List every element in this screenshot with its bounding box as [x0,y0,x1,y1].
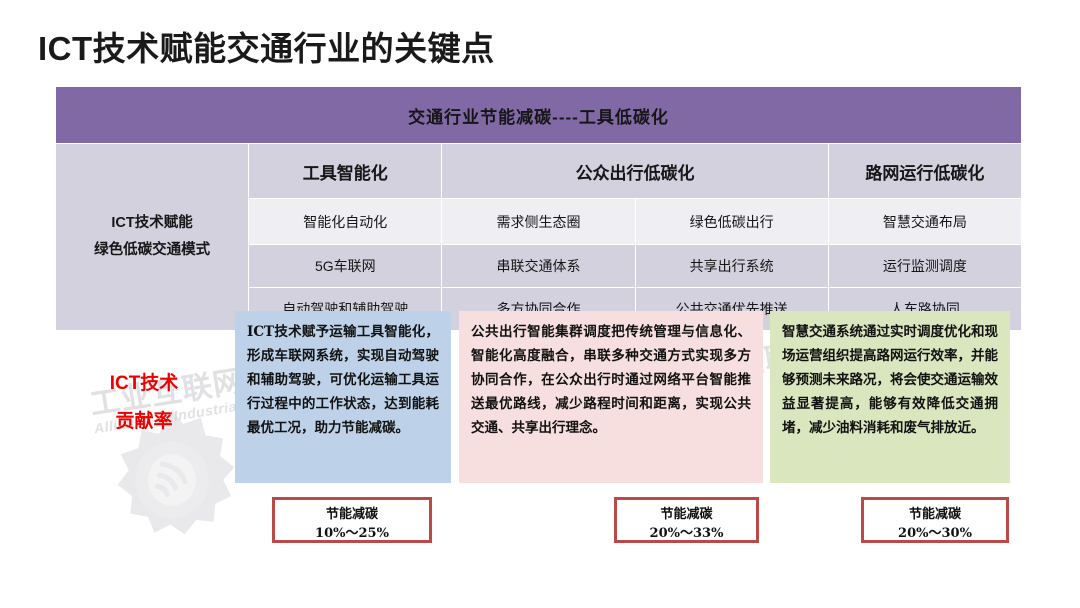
cell-r1c3: 绿色低碳出行 [634,198,829,245]
cell-r2c2: 串联交通体系 [441,244,636,288]
description-box-tools: ICT技术赋予运输工具智能化，形成车联网系统，实现自动驾驶和辅助驾驶，可优化运输… [235,311,451,483]
cell-r1c2: 需求侧生态圈 [441,198,636,245]
cell-r2c1: 5G车联网 [248,244,443,288]
cell-r2c4: 运行监测调度 [827,244,1023,288]
description-box-public-travel: 公共出行智能集群调度把传统管理与信息化、智能化高度融合，串联多种交通方式实现多方… [459,311,763,483]
table-header-row: ICT技术赋能 绿色低碳交通模式 工具智能化 公众出行低碳化 路网运行低碳化 [54,143,1023,331]
cell-r1c1: 智能化自动化 [248,198,443,245]
outcome-box-public-travel: 节能减碳 20%～33% [614,497,759,543]
outcome-label: 节能减碳 [660,507,713,522]
ict-contribution-line2: 贡献率 [115,411,173,432]
column-header-tools: 工具智能化 [248,143,443,199]
table-banner-row: 交通行业节能减碳----工具低碳化 [55,86,1022,144]
column-header-road-network: 路网运行低碳化 [827,143,1023,199]
ict-contribution-line1: ICT技术 [109,373,179,394]
description-box-road-network: 智慧交通系统通过实时调度优化和现场运营组织提高路网运行效率，并能够预测未来路况，… [770,311,1010,483]
ict-contribution-label: ICT技术 贡献率 [56,365,232,441]
table-row: 5G车联网 串联交通体系 共享出行系统 运行监测调度 [56,244,1023,288]
outcome-value: 10%～25% [315,525,389,541]
table-banner-cell: 交通行业节能减碳----工具低碳化 [55,86,1022,144]
cell-r1c4: 智慧交通布局 [827,198,1023,245]
outcome-box-road-network: 节能减碳 20%～30% [861,497,1009,543]
row-header-line2: 绿色低碳交通模式 [94,242,211,258]
outcome-value: 20%～30% [898,525,972,541]
cell-r2c3: 共享出行系统 [634,244,829,288]
outcome-label: 节能减碳 [325,507,378,522]
outcome-value: 20%～33% [649,525,724,541]
row-header-cell: ICT技术赋能 绿色低碳交通模式 [54,143,250,331]
column-header-public-travel: 公众出行低碳化 [441,143,829,199]
table-row: 智能化自动化 需求侧生态圈 绿色低碳出行 智慧交通布局 [56,198,1023,245]
page-title: ICT技术赋能交通行业的关键点 [38,30,495,67]
row-header-line1: ICT技术赋能 [111,215,193,232]
outcome-box-tools: 节能减碳 10%～25% [272,497,432,543]
key-points-table: 交通行业节能减碳----工具低碳化 ICT技术赋能 绿色低碳交通模式 工具智能化… [54,86,1023,331]
outcome-label: 节能减碳 [908,507,961,522]
